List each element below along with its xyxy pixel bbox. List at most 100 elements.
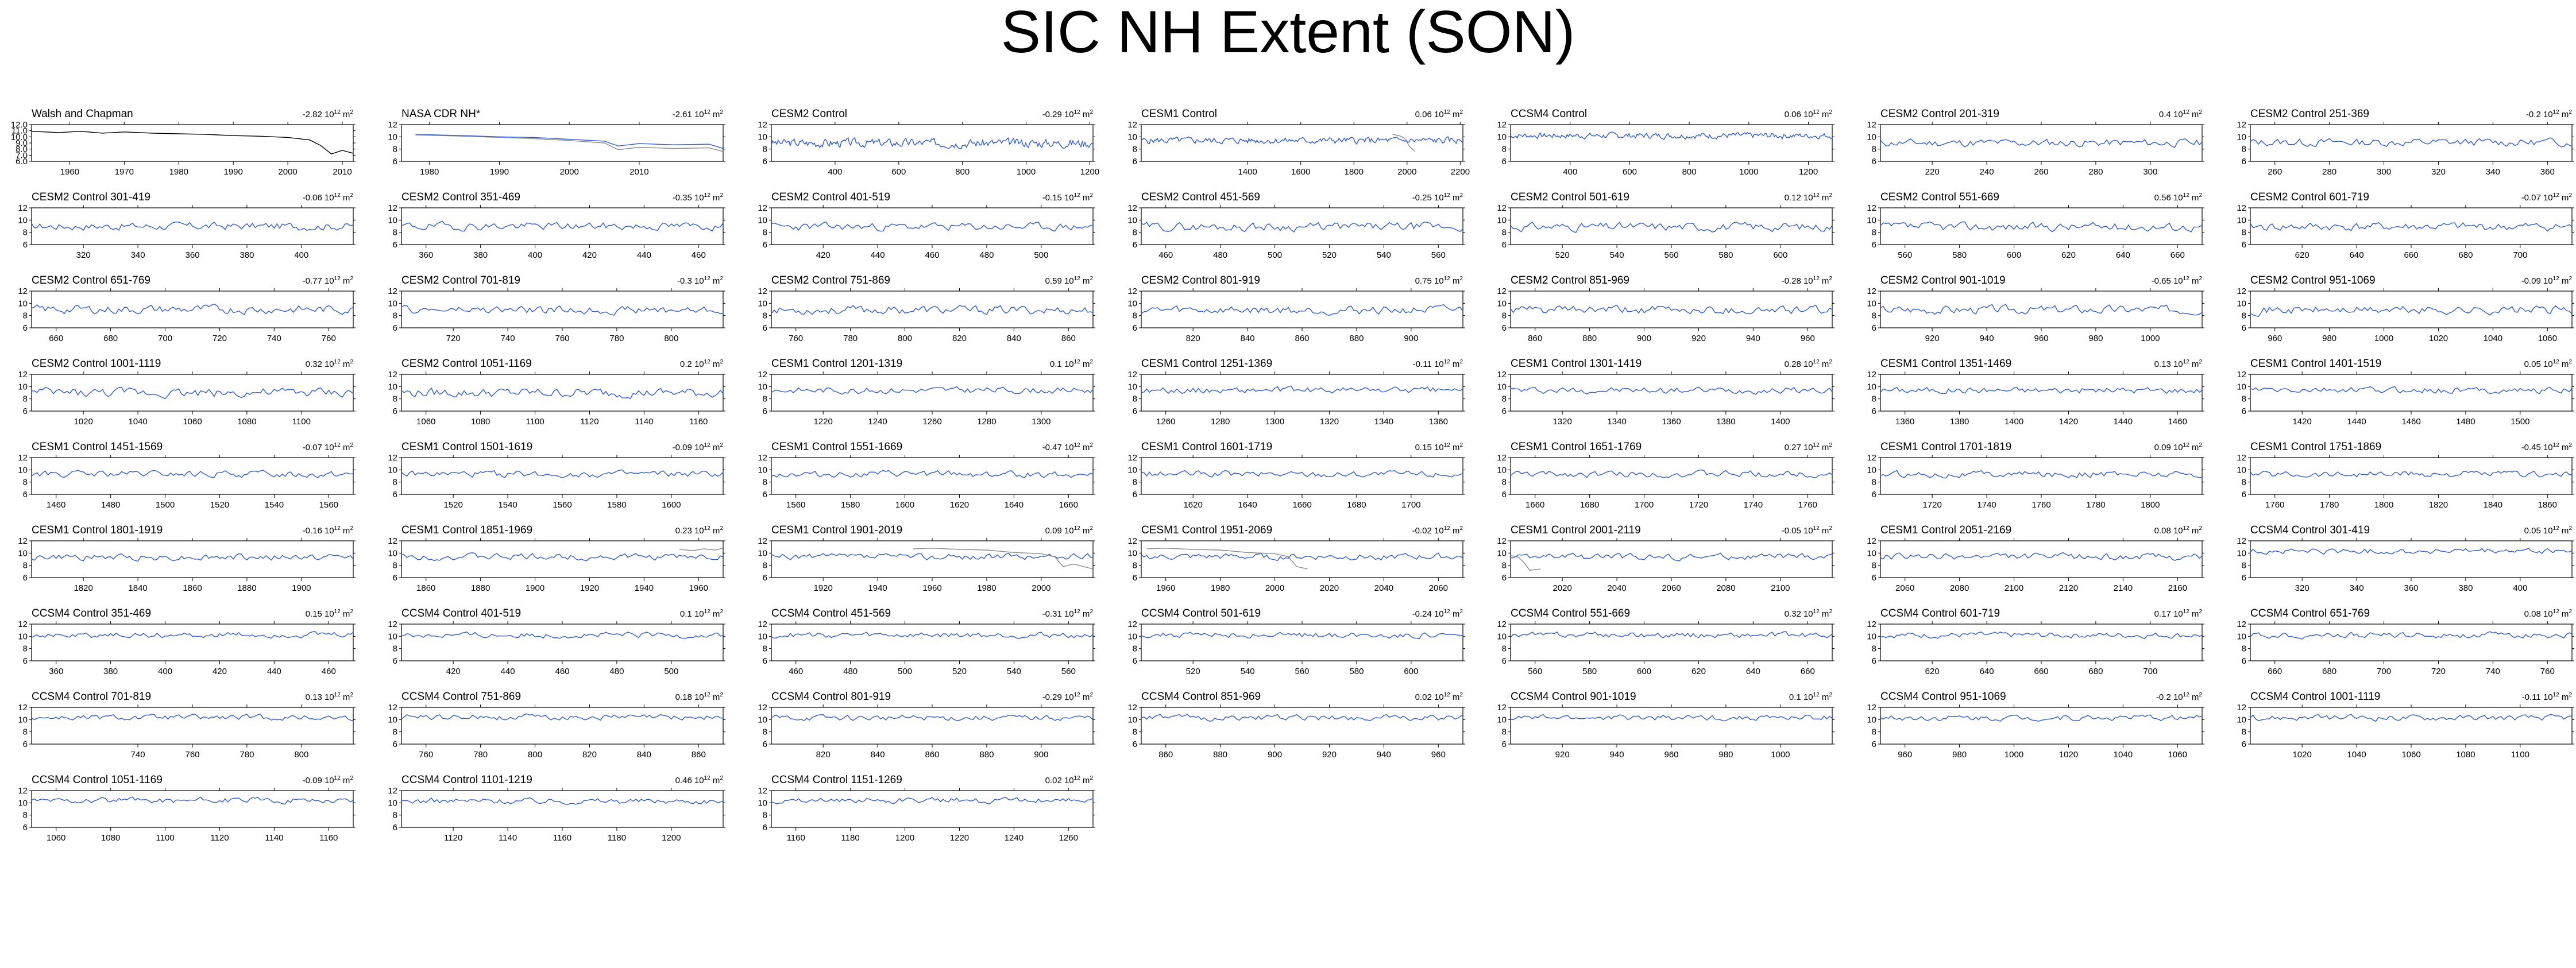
y-tick-label: 6 xyxy=(763,240,767,250)
plot-frame xyxy=(1880,207,2203,245)
plot-frame xyxy=(1141,540,1463,578)
x-tick-label: 1960 xyxy=(1156,583,1175,593)
x-tick-label: 520 xyxy=(952,667,967,676)
x-tick-label: 1680 xyxy=(1580,500,1599,510)
trend-label: 0.06 1012 m2 xyxy=(1785,109,1833,119)
x-tick-label: 1020 xyxy=(74,417,92,427)
plot-frame xyxy=(771,790,1094,828)
y-tick-label: 12 xyxy=(1867,203,1876,213)
panel: CESM1 Control 1201-1319 0.1 1012 m2 12 10 8 6… xyxy=(758,358,1095,427)
x-tick-label: 1360 xyxy=(1662,417,1681,427)
plot-frame xyxy=(2250,540,2573,578)
x-tick-label: 1400 xyxy=(2005,417,2023,427)
panel: CESM2 Control 851-969 -0.28 1012 m2121086… xyxy=(1497,274,1835,343)
y-tick-label: 6 xyxy=(1502,739,1507,749)
series-line xyxy=(1141,136,1463,145)
panel-title: CESM1 Control 1251-1369 xyxy=(1141,358,1272,370)
plot-frame xyxy=(1510,291,1833,328)
page-title: SIC NH Extent (SON) xyxy=(1001,0,1575,65)
trend-label: 0.05 1012 m2 xyxy=(2524,525,2573,536)
y-tick-label: 12 xyxy=(758,619,767,629)
y-tick-label: 10 xyxy=(388,798,397,808)
y-tick-label: 7.0 xyxy=(16,150,28,160)
plot-frame xyxy=(2250,124,2573,162)
y-tick-label: 8 xyxy=(1133,644,1137,654)
plot-frame xyxy=(31,707,354,745)
y-tick-label: 6 xyxy=(23,323,28,333)
plot-frame xyxy=(2250,291,2573,328)
y-tick-label: 12 xyxy=(18,786,28,796)
x-tick-label: 1940 xyxy=(635,583,654,593)
x-tick-label: 1060 xyxy=(2401,750,2420,760)
x-tick-label: 820 xyxy=(1186,334,1200,343)
x-tick-label: 1420 xyxy=(2292,417,2311,427)
y-tick-label: 6 xyxy=(1133,323,1137,333)
x-tick-label: 1760 xyxy=(2265,500,2284,510)
y-tick-label: 12 xyxy=(18,619,28,629)
series-line xyxy=(1880,138,2203,148)
y-tick-label: 6 xyxy=(1872,490,1876,500)
x-tick-label: 900 xyxy=(1404,334,1418,343)
x-tick-label: 660 xyxy=(2268,667,2282,676)
y-tick-label: 6 xyxy=(1133,573,1137,583)
panel-title: CESM2 Control 1051-1169 xyxy=(401,358,532,370)
panel: CCSM4 Control 751-869 0.18 1012 m2 12 10 8 6 7… xyxy=(388,691,725,760)
y-tick-label: 6 xyxy=(393,323,397,333)
y-tick-label: 10 xyxy=(1867,132,1876,142)
y-tick-label: 8 xyxy=(1502,311,1507,321)
y-tick-label: 10 xyxy=(1867,715,1876,725)
x-tick-label: 360 xyxy=(2540,167,2555,177)
y-tick-label: 8 xyxy=(393,394,397,404)
series-line xyxy=(2250,470,2573,478)
y-tick-label: 12 xyxy=(1127,203,1137,213)
y-tick-label: 6 xyxy=(393,240,397,250)
x-tick-label: 280 xyxy=(2088,167,2103,177)
x-tick-label: 960 xyxy=(1801,334,1815,343)
x-tick-label: 1920 xyxy=(813,583,832,593)
x-tick-label: 1560 xyxy=(319,500,338,510)
y-tick-label: 12 xyxy=(388,536,397,546)
plot-frame xyxy=(771,707,1094,745)
y-tick-label: 10 xyxy=(758,548,767,558)
plot-frame xyxy=(771,624,1094,661)
panel: CESM1 Control 1351-1469 0.13 1012 m2 12 10 8… xyxy=(1867,358,2204,427)
x-tick-label: 780 xyxy=(609,334,624,343)
y-tick-label: 12 xyxy=(1127,703,1137,713)
y-tick-label: 6.0 xyxy=(16,157,28,167)
x-tick-label: 320 xyxy=(2431,167,2446,177)
trend-label: -0.07 1012 m2 xyxy=(303,442,354,452)
x-tick-label: 1260 xyxy=(922,417,941,427)
panel: CCSM4 Control 951-1069 -0.2 1012 m2 12 10 8 6… xyxy=(1867,691,2204,760)
x-tick-label: 1200 xyxy=(1080,167,1099,177)
y-tick-label: 12 xyxy=(18,203,28,213)
y-tick-label: 10 xyxy=(388,215,397,225)
plot-frame xyxy=(31,124,354,162)
x-tick-label: 920 xyxy=(1322,750,1337,760)
x-tick-label: 1300 xyxy=(1032,417,1051,427)
y-tick-label: 8 xyxy=(393,561,397,571)
y-tick-label: 12 xyxy=(2237,453,2246,463)
x-tick-label: 2020 xyxy=(1320,583,1339,593)
panel: CESM1 Control 2051-2169 0.08 1012 m2 12 10 8… xyxy=(1867,524,2204,593)
x-tick-label: 880 xyxy=(1582,334,1597,343)
panel: CESM1 Control 1751-1869 -0.45 1012 m2 12 10… xyxy=(2237,441,2574,510)
x-tick-label: 2000 xyxy=(1265,583,1284,593)
y-tick-label: 12 xyxy=(758,536,767,546)
y-tick-label: 8 xyxy=(763,311,767,321)
x-tick-label: 560 xyxy=(1898,250,1912,260)
x-tick-label: 1860 xyxy=(2538,500,2557,510)
y-tick-label: 8 xyxy=(1872,394,1876,404)
panel-title: CCSM4 Control 951-1069 xyxy=(1880,691,2006,703)
x-tick-label: 1620 xyxy=(1183,500,1202,510)
series-line xyxy=(1510,469,1833,479)
x-tick-label: 2000 xyxy=(278,167,297,177)
x-tick-label: 1140 xyxy=(265,833,283,843)
y-tick-label: 8 xyxy=(2242,145,2246,154)
x-tick-label: 860 xyxy=(692,750,706,760)
x-tick-label: 600 xyxy=(2007,250,2021,260)
series-line xyxy=(31,303,354,315)
x-tick-label: 640 xyxy=(2350,250,2364,260)
x-tick-label: 680 xyxy=(2322,667,2336,676)
panel: Walsh and Chapman -2.82 1012 m2 12.011.010… xyxy=(11,108,356,177)
x-tick-label: 1160 xyxy=(787,833,805,843)
